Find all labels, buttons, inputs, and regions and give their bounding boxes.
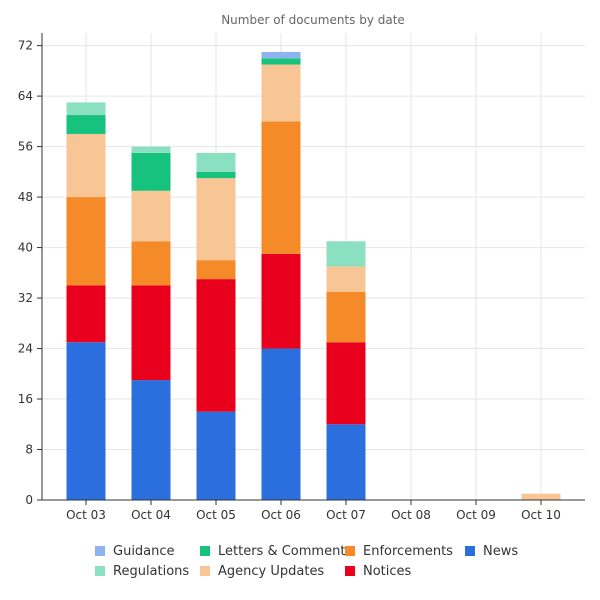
y-tick-label: 8 [25, 443, 33, 457]
bar-notices-oct-03 [66, 285, 106, 343]
legend-label: News [483, 543, 519, 559]
y-tick-label: 48 [18, 190, 33, 204]
bar-agency-updates-oct-07 [326, 266, 366, 292]
legend-swatch [200, 546, 210, 556]
chart-legend: Guidance Letters & Comments Enforcements Ne… [95, 543, 565, 579]
bar-enforcements-oct-03 [66, 197, 106, 286]
bar-regulations-oct-05 [196, 152, 236, 172]
legend-swatch [95, 566, 105, 576]
x-tick-label: Oct 05 [196, 508, 236, 522]
y-tick-label: 24 [18, 342, 33, 356]
bar-enforcements-oct-07 [326, 291, 366, 343]
chart-canvas: Number of documents by date 0 8 16 24 32 40 48 5… [18, 13, 585, 522]
bar-notices-oct-07 [326, 342, 366, 425]
legend-label: Enforcements [363, 543, 453, 559]
bar-regulations-oct-03 [66, 102, 106, 116]
legend-item-guidance[interactable]: Guidance [95, 543, 200, 559]
bar-news-oct-05 [196, 411, 236, 500]
bar-agency-updates-oct-05 [196, 178, 236, 261]
bar-notices-oct-06 [261, 253, 301, 349]
bar-news-oct-06 [261, 348, 301, 500]
bar-enforcements-oct-06 [261, 121, 301, 254]
bar-letters-comments-oct-03 [66, 115, 106, 134]
x-tick-label: Oct 08 [391, 508, 431, 522]
legend-item-news[interactable]: News [465, 543, 545, 559]
legend-item-enforcements[interactable]: Enforcements [345, 543, 465, 559]
y-tick-label: 72 [18, 39, 33, 53]
bar-notices-oct-05 [196, 279, 236, 412]
y-tick-label: 16 [18, 392, 33, 406]
legend-label: Notices [363, 563, 412, 579]
x-tick-label: Oct 10 [521, 508, 561, 522]
x-tick-label: Oct 03 [66, 508, 106, 522]
bar-letters-comments-oct-06 [261, 58, 301, 65]
legend-swatch [200, 566, 210, 576]
legend-swatch [465, 546, 475, 556]
x-tick-label: Oct 09 [456, 508, 496, 522]
bar-news-oct-03 [66, 342, 106, 500]
bar-agency-updates-oct-03 [66, 133, 106, 198]
bar-notices-oct-04 [131, 285, 171, 381]
y-tick-label: 56 [18, 140, 33, 154]
y-tick-label: 32 [18, 291, 33, 305]
legend-label: Agency Updates [218, 563, 325, 579]
chart-title: Number of documents by date [221, 13, 405, 27]
bar-letters-comments-oct-04 [131, 152, 171, 191]
bar-news-oct-04 [131, 380, 171, 500]
y-tick-label: 0 [25, 493, 33, 507]
legend-swatch [345, 566, 355, 576]
bar-agency-updates-oct-10 [521, 493, 561, 500]
legend-item-notices[interactable]: Notices [345, 563, 465, 579]
x-tick-label: Oct 04 [131, 508, 171, 522]
x-tick-label: Oct 06 [261, 508, 301, 522]
y-tick-label: 64 [18, 89, 33, 103]
legend-label: Regulations [113, 563, 190, 579]
bar-letters-comments-oct-05 [196, 171, 236, 179]
legend-label: Guidance [113, 543, 175, 559]
bar-guidance-oct-06 [261, 51, 301, 59]
bar-enforcements-oct-04 [131, 241, 171, 286]
legend-item-agency-updates[interactable]: Agency Updates [200, 563, 345, 579]
legend-item-letters-comments[interactable]: Letters & Comments [200, 543, 352, 559]
bar-news-oct-07 [326, 424, 366, 500]
legend-label: Letters & Comments [218, 543, 353, 559]
legend-swatch [95, 546, 105, 556]
y-tick-label: 40 [18, 241, 33, 255]
legend-swatch [345, 546, 355, 556]
bar-regulations-oct-07 [326, 241, 366, 267]
bar-enforcements-oct-05 [196, 260, 236, 280]
bar-agency-updates-oct-06 [261, 64, 301, 122]
bar-regulations-oct-04 [131, 146, 171, 153]
bar-agency-updates-oct-04 [131, 190, 171, 242]
x-tick-label: Oct 07 [326, 508, 366, 522]
legend-item-regulations[interactable]: Regulations [95, 563, 200, 579]
